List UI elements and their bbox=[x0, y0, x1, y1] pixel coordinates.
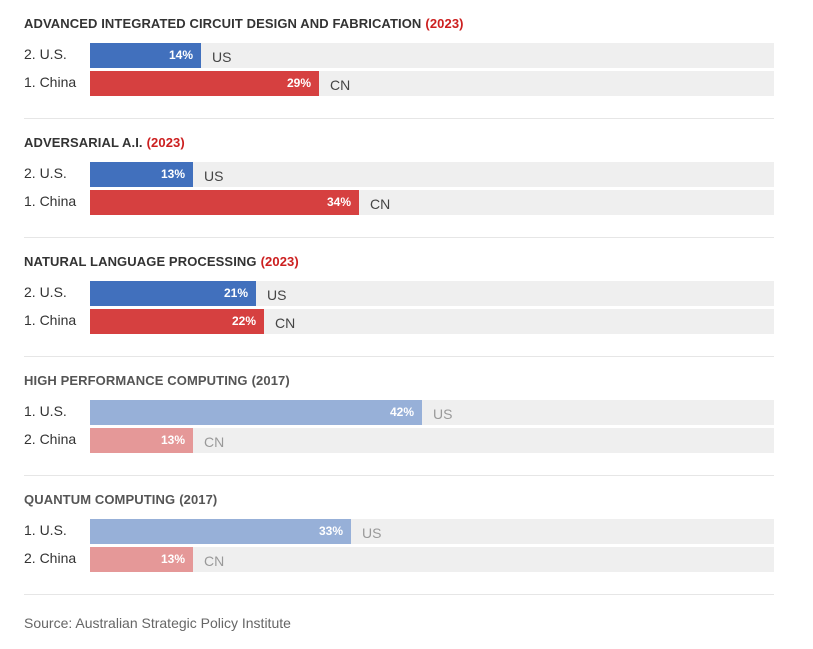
panel-2: NATURAL LANGUAGE PROCESSING (2023) 2. U.S.… bbox=[0, 238, 813, 357]
panel-3: HIGH PERFORMANCE COMPUTING (2017) 1. U.S. 4… bbox=[0, 357, 813, 476]
panel-divider bbox=[24, 356, 774, 357]
bar-row: 1. China 22% CN bbox=[0, 309, 813, 334]
bar-us bbox=[90, 281, 256, 306]
country-code-label: CN bbox=[204, 434, 225, 450]
bar-row: 2. China 13% CN bbox=[0, 547, 813, 572]
panel-divider bbox=[24, 237, 774, 238]
bar-track: 42% US bbox=[90, 400, 774, 425]
bar-us bbox=[90, 400, 422, 425]
panel-divider bbox=[24, 475, 774, 476]
bar-track: 29% CN bbox=[90, 71, 774, 96]
bar-value-label: 14% bbox=[168, 48, 193, 62]
row-label: 2. China bbox=[24, 431, 77, 447]
bar-row: 2. U.S. 13% US bbox=[0, 162, 813, 187]
bar-us bbox=[90, 43, 201, 68]
bar-row: 2. China 13% CN bbox=[0, 428, 813, 453]
country-code-label: CN bbox=[370, 196, 391, 212]
bar-value-label: 34% bbox=[326, 195, 351, 209]
bar-row: 1. U.S. 33% US bbox=[0, 519, 813, 544]
bar-value-label: 13% bbox=[160, 552, 185, 566]
bar-value-label: 22% bbox=[231, 314, 256, 328]
row-label: 2. U.S. bbox=[24, 165, 67, 181]
bar-cn bbox=[90, 428, 193, 453]
panel-title-text: QUANTUM COMPUTING bbox=[24, 492, 176, 507]
bar-track: 13% CN bbox=[90, 428, 774, 453]
country-code-label: US bbox=[267, 287, 287, 303]
bar-us bbox=[90, 162, 193, 187]
panel-year: (2023) bbox=[260, 254, 299, 269]
bar-value-label: 29% bbox=[286, 76, 311, 90]
country-code-label: CN bbox=[275, 315, 296, 331]
panel-divider bbox=[24, 594, 774, 595]
bar-us bbox=[90, 519, 351, 544]
row-label: 1. China bbox=[24, 74, 77, 90]
bar-track: 22% CN bbox=[90, 309, 774, 334]
bar-row: 2. U.S. 14% US bbox=[0, 43, 813, 68]
panel-title-text: NATURAL LANGUAGE PROCESSING bbox=[24, 254, 257, 269]
bar-row: 1. U.S. 42% US bbox=[0, 400, 813, 425]
panel-year: (2017) bbox=[251, 373, 290, 388]
panel-title: NATURAL LANGUAGE PROCESSING (2023) bbox=[24, 254, 299, 269]
panel-1: ADVERSARIAL A.I. (2023) 2. U.S. 13% US 1. Chi… bbox=[0, 119, 813, 238]
bar-cn bbox=[90, 190, 359, 215]
bar-cn bbox=[90, 71, 319, 96]
bar-track: 21% US bbox=[90, 281, 774, 306]
panel-title-text: ADVERSARIAL A.I. bbox=[24, 135, 143, 150]
bar-row: 1. China 29% CN bbox=[0, 71, 813, 96]
panel-title: HIGH PERFORMANCE COMPUTING (2017) bbox=[24, 373, 290, 388]
row-label: 1. China bbox=[24, 193, 77, 209]
row-label: 2. China bbox=[24, 550, 77, 566]
country-code-label: US bbox=[204, 168, 224, 184]
row-label: 1. China bbox=[24, 312, 77, 328]
bar-value-label: 42% bbox=[389, 405, 414, 419]
panel-4: QUANTUM COMPUTING (2017) 1. U.S. 33% US 2. Ch… bbox=[0, 476, 813, 595]
panel-divider bbox=[24, 118, 774, 119]
panel-title-text: HIGH PERFORMANCE COMPUTING bbox=[24, 373, 248, 388]
country-code-label: CN bbox=[330, 77, 351, 93]
bar-row: 1. China 34% CN bbox=[0, 190, 813, 215]
bar-value-label: 13% bbox=[160, 167, 185, 181]
source-note: Source: Australian Strategic Policy Inst… bbox=[24, 615, 291, 631]
country-code-label: US bbox=[212, 49, 232, 65]
bar-track: 13% CN bbox=[90, 547, 774, 572]
bar-track: 34% CN bbox=[90, 190, 774, 215]
bar-track: 14% US bbox=[90, 43, 774, 68]
row-label: 1. U.S. bbox=[24, 403, 67, 419]
panel-year: (2023) bbox=[146, 135, 185, 150]
panel-0: ADVANCED INTEGRATED CIRCUIT DESIGN AND F… bbox=[0, 0, 813, 119]
panel-year: (2017) bbox=[179, 492, 218, 507]
bar-cn bbox=[90, 547, 193, 572]
row-label: 2. U.S. bbox=[24, 46, 67, 62]
row-label: 2. U.S. bbox=[24, 284, 67, 300]
row-label: 1. U.S. bbox=[24, 522, 67, 538]
bar-cn bbox=[90, 309, 264, 334]
bar-track: 13% US bbox=[90, 162, 774, 187]
bar-row: 2. U.S. 21% US bbox=[0, 281, 813, 306]
panel-title-text: ADVANCED INTEGRATED CIRCUIT DESIGN AND F… bbox=[24, 16, 422, 31]
country-code-label: US bbox=[433, 406, 453, 422]
panel-title: QUANTUM COMPUTING (2017) bbox=[24, 492, 217, 507]
chart: ADVANCED INTEGRATED CIRCUIT DESIGN AND F… bbox=[0, 0, 813, 595]
country-code-label: CN bbox=[204, 553, 225, 569]
panel-title: ADVANCED INTEGRATED CIRCUIT DESIGN AND F… bbox=[24, 16, 464, 31]
panel-title: ADVERSARIAL A.I. (2023) bbox=[24, 135, 185, 150]
bar-track: 33% US bbox=[90, 519, 774, 544]
country-code-label: US bbox=[362, 525, 382, 541]
bar-value-label: 33% bbox=[318, 524, 343, 538]
bar-value-label: 21% bbox=[223, 286, 248, 300]
bar-value-label: 13% bbox=[160, 433, 185, 447]
panel-year: (2023) bbox=[425, 16, 464, 31]
